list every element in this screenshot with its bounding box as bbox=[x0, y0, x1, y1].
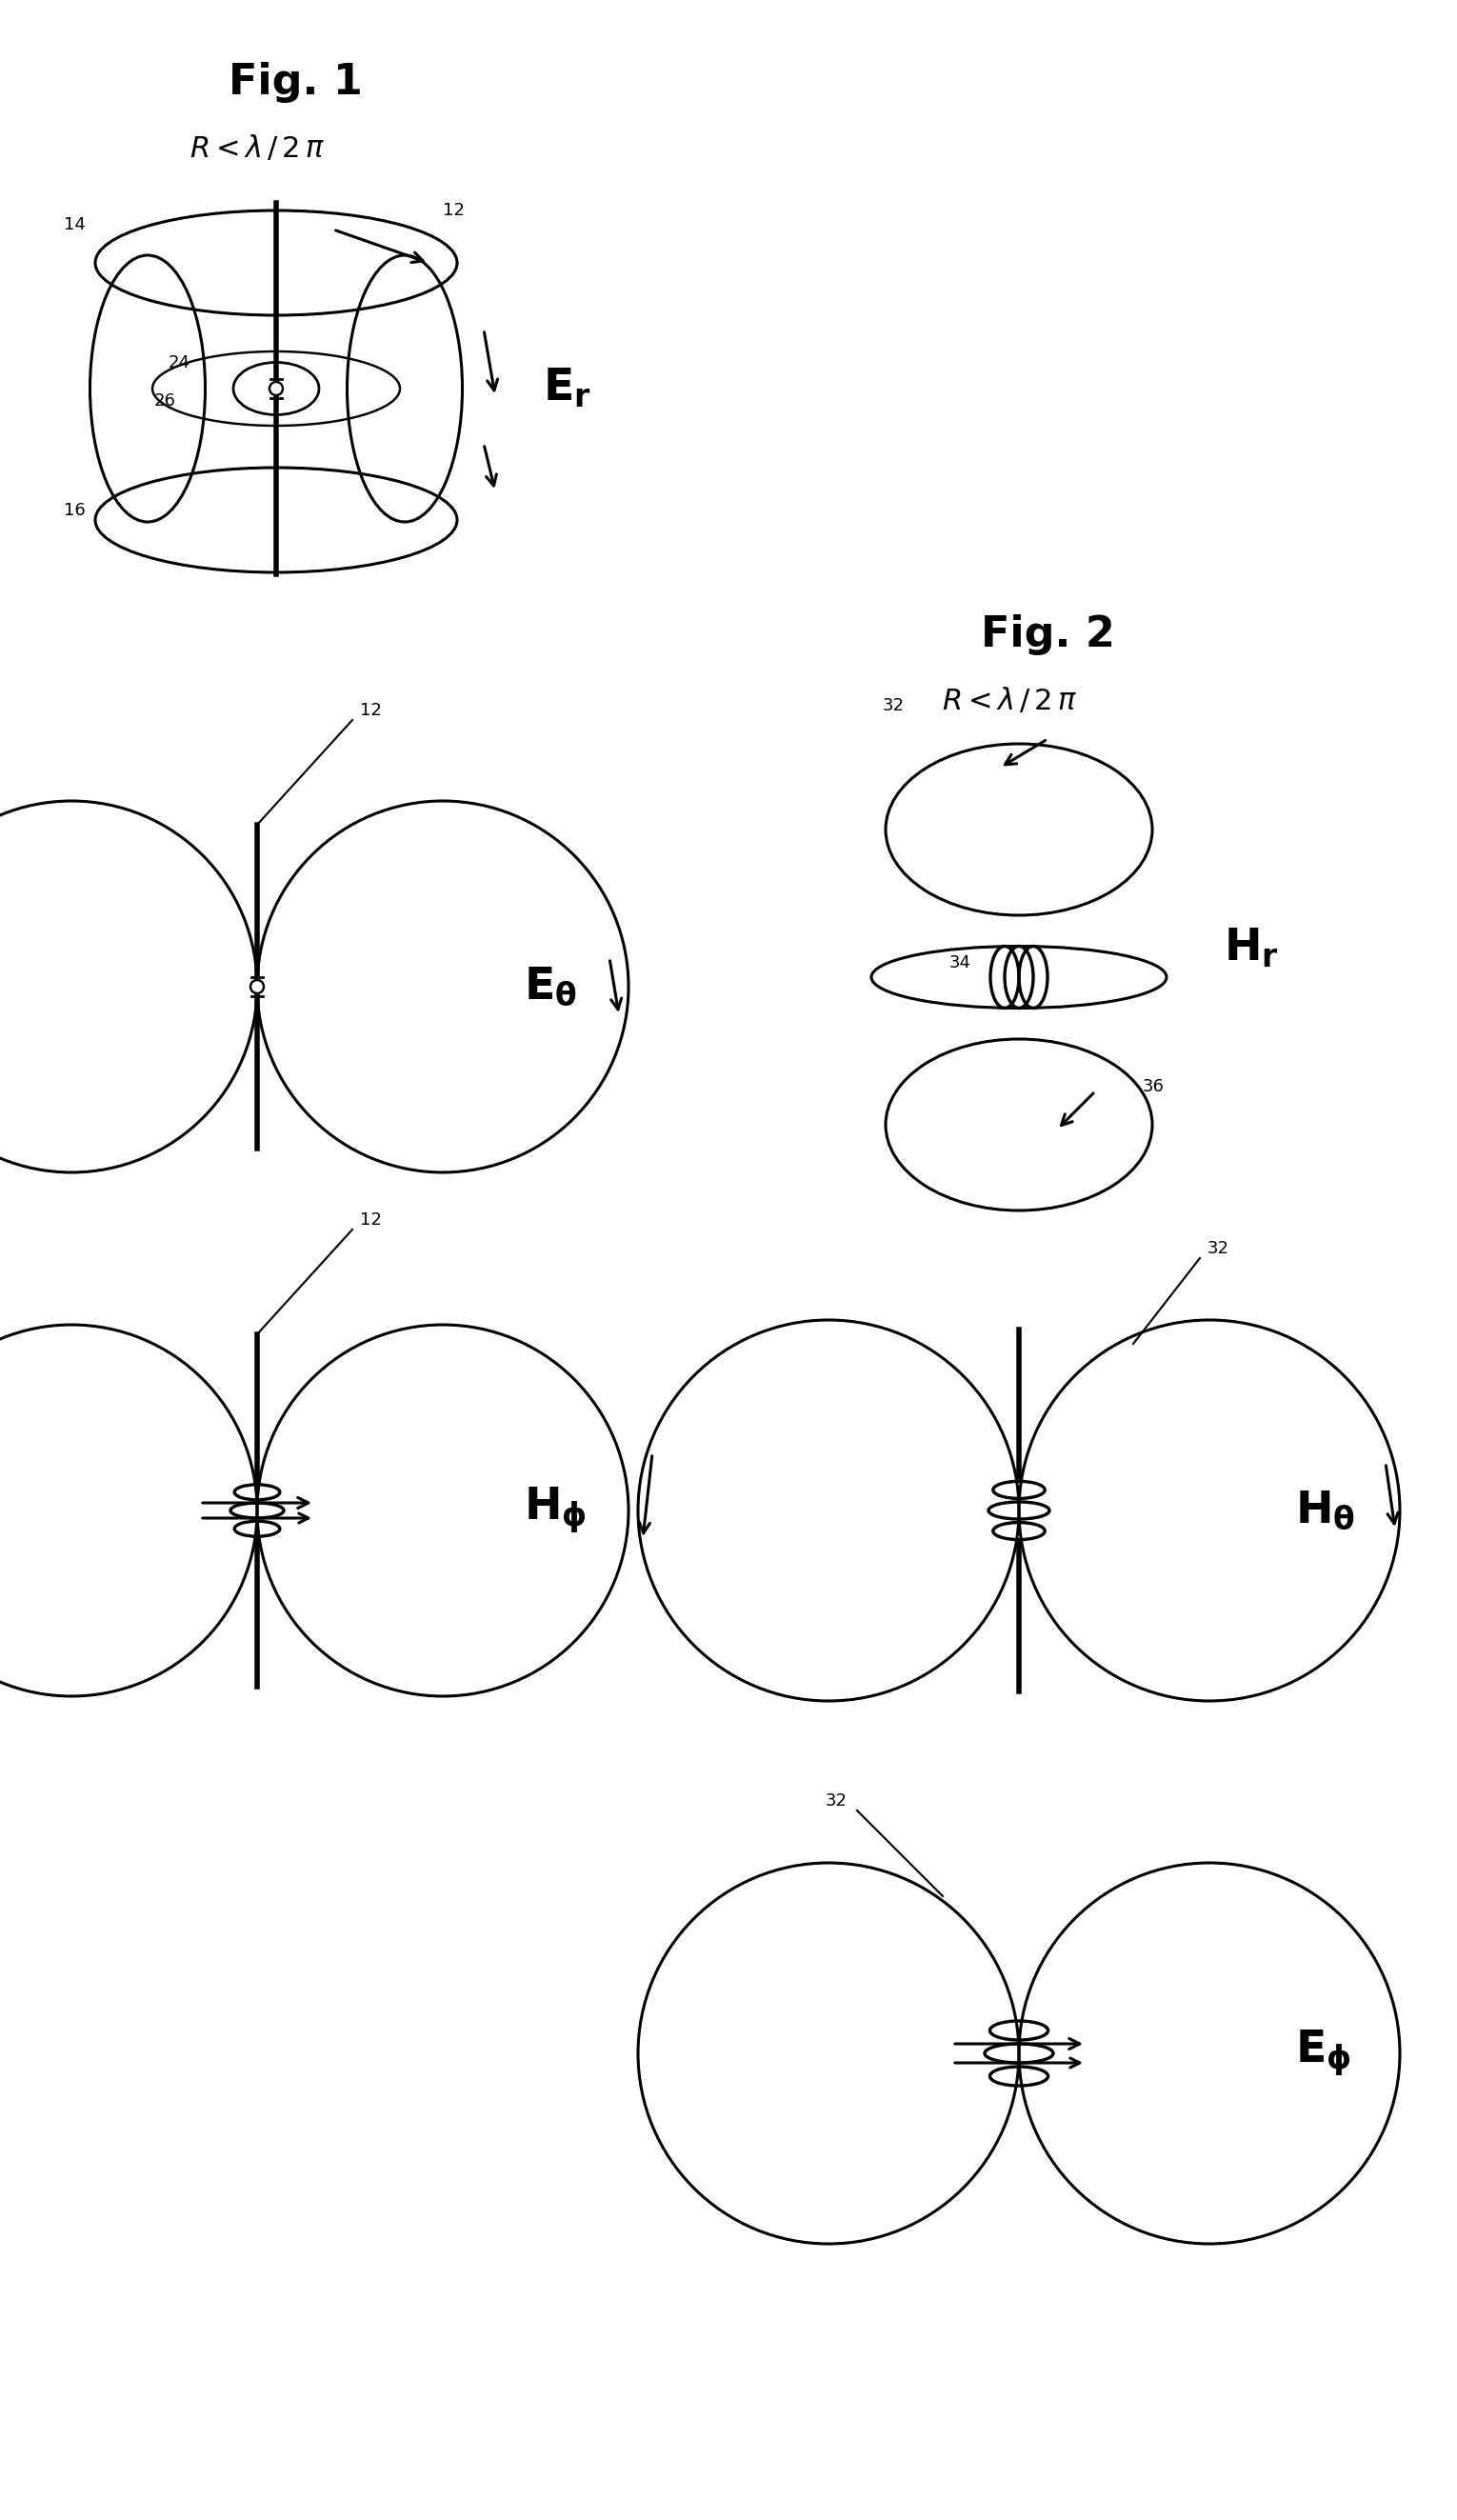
Text: 34: 34 bbox=[950, 955, 972, 970]
Text: 26: 26 bbox=[154, 393, 176, 411]
Text: $\mathbf{E_r}$: $\mathbf{E_r}$ bbox=[543, 368, 592, 411]
Circle shape bbox=[251, 980, 264, 993]
Text: $\mathbf{E_\theta}$: $\mathbf{E_\theta}$ bbox=[523, 965, 577, 1008]
Text: 36: 36 bbox=[1142, 1079, 1164, 1096]
Text: 32: 32 bbox=[1208, 1240, 1230, 1257]
Text: Fig. 1: Fig. 1 bbox=[229, 60, 363, 103]
Text: $R < \lambda\,/\,2\,\pi$: $R < \lambda\,/\,2\,\pi$ bbox=[189, 134, 325, 164]
Text: 12: 12 bbox=[360, 703, 382, 718]
Text: 32: 32 bbox=[826, 1792, 848, 1809]
Text: $\mathbf{H_\theta}$: $\mathbf{H_\theta}$ bbox=[1295, 1489, 1355, 1532]
Text: 12: 12 bbox=[443, 202, 465, 219]
Text: 14: 14 bbox=[64, 217, 86, 234]
Text: $R < \lambda\,/\,2\,\pi$: $R < \lambda\,/\,2\,\pi$ bbox=[941, 685, 1077, 716]
Text: $\mathbf{H_r}$: $\mathbf{H_r}$ bbox=[1224, 927, 1279, 970]
Text: 16: 16 bbox=[64, 501, 86, 519]
Circle shape bbox=[270, 383, 283, 396]
Text: 24: 24 bbox=[169, 355, 191, 370]
Text: Fig. 2: Fig. 2 bbox=[981, 615, 1115, 655]
Text: $\mathbf{E_\phi}$: $\mathbf{E_\phi}$ bbox=[1295, 2029, 1351, 2079]
Text: 12: 12 bbox=[360, 1212, 382, 1230]
Text: 32: 32 bbox=[883, 698, 905, 713]
Text: $\mathbf{H_\phi}$: $\mathbf{H_\phi}$ bbox=[523, 1484, 587, 1535]
